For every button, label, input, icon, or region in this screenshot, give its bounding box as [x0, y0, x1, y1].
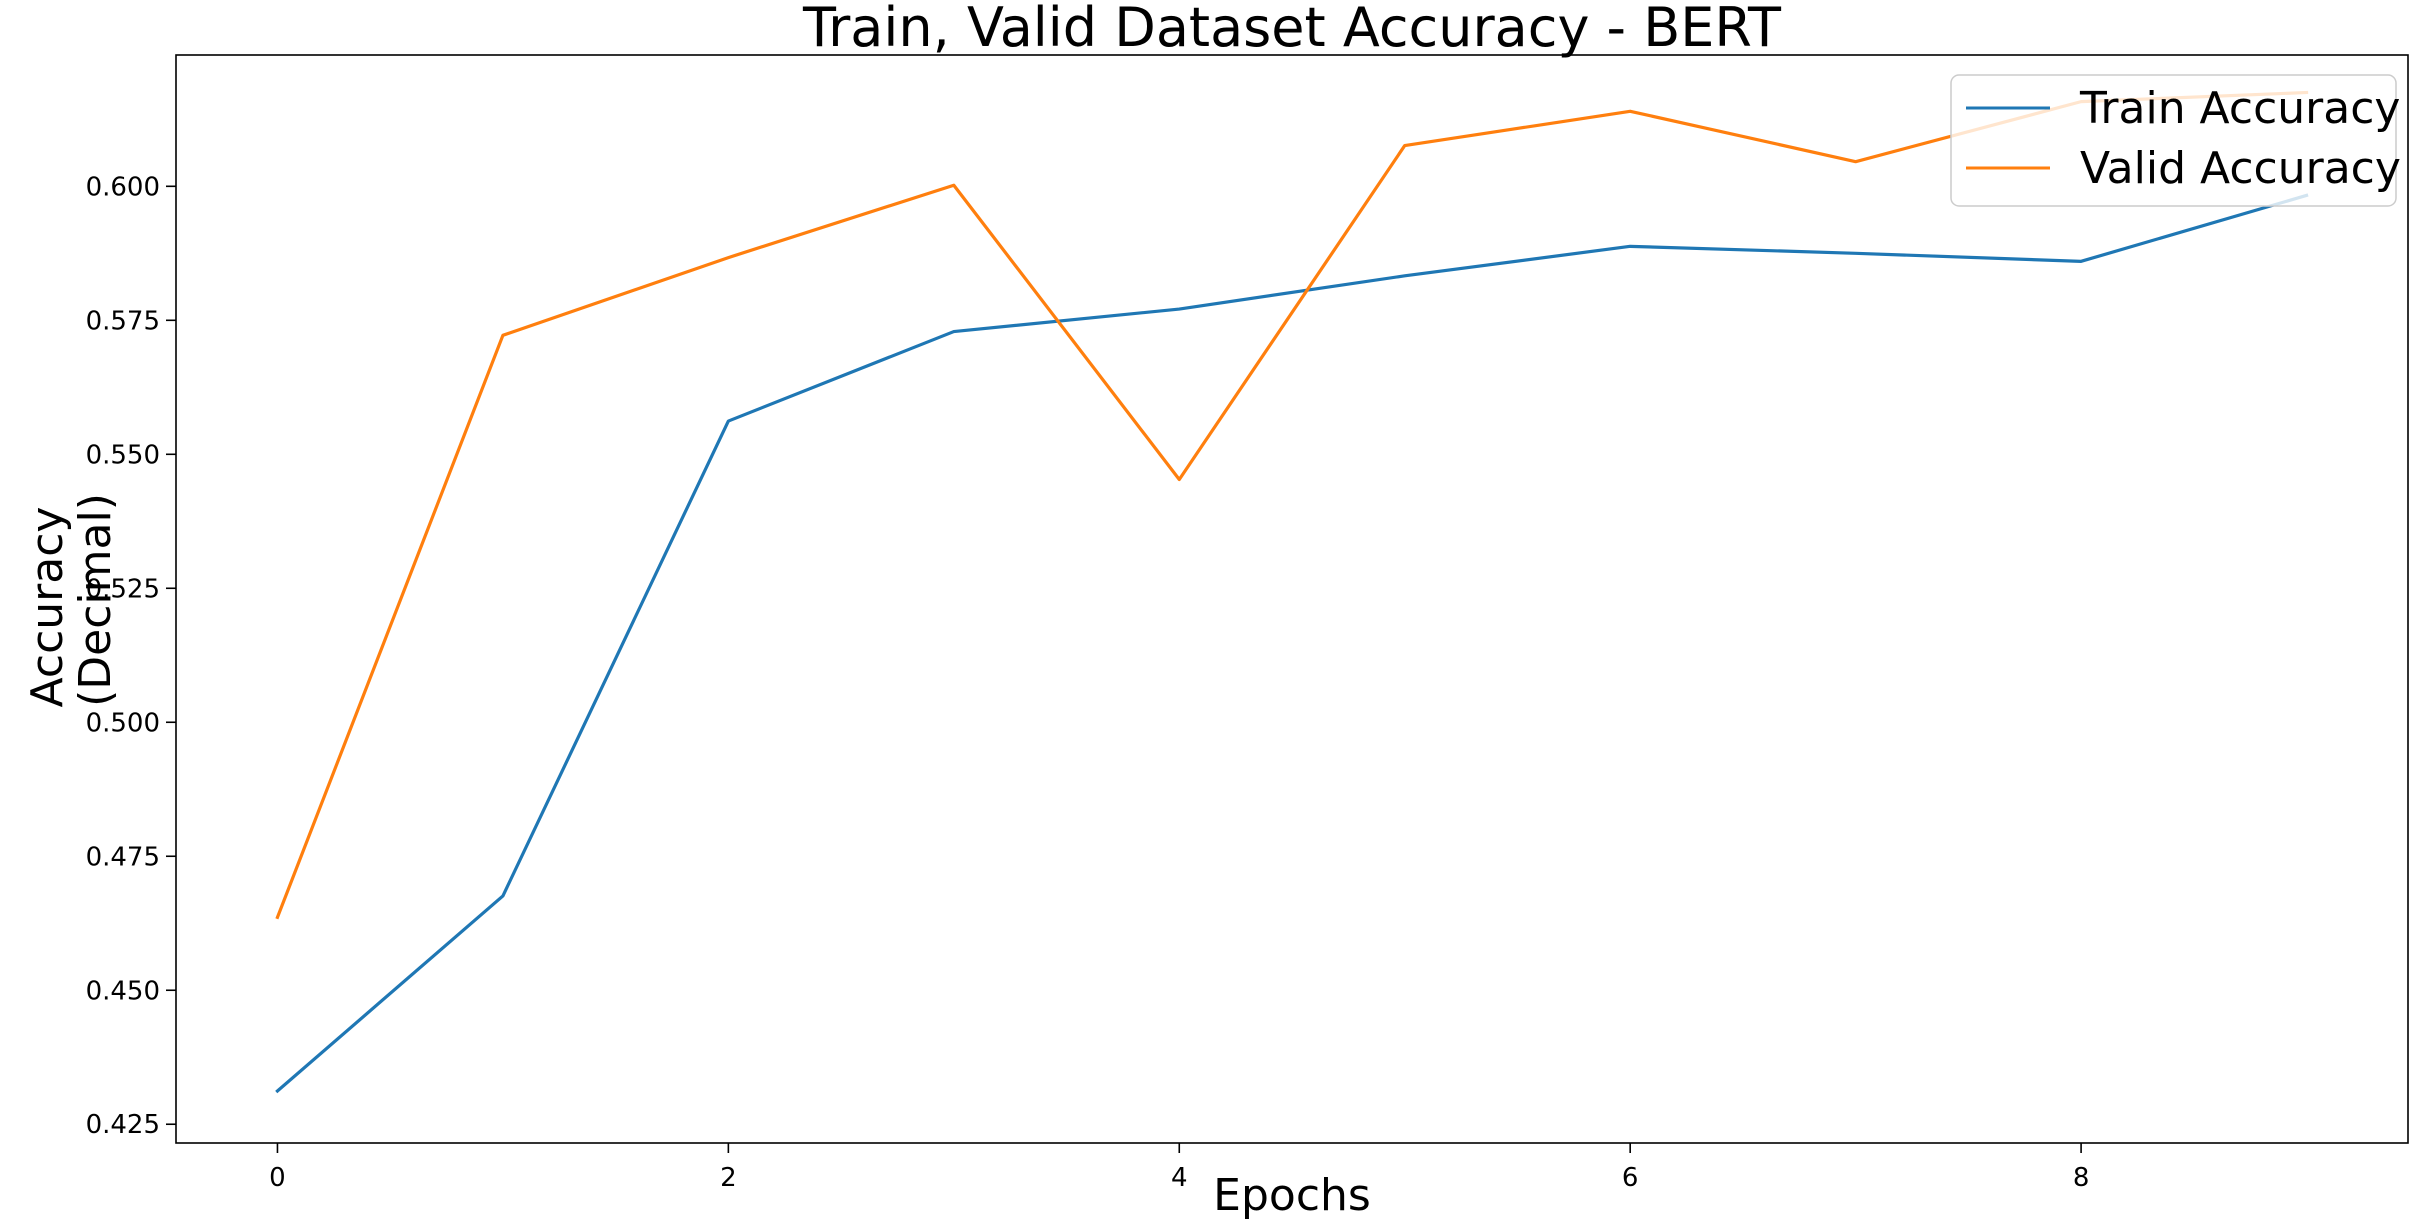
- plot-area: [175, 54, 2409, 1144]
- x-tick-label: 6: [1622, 1163, 1639, 1193]
- legend-box: [1950, 74, 2397, 207]
- x-tick-label: 4: [1171, 1163, 1188, 1193]
- y-axis-title-line-1: Accuracy: [22, 507, 73, 708]
- chart-title: Train, Valid Dataset Accuracy - BERT: [802, 0, 1782, 59]
- y-tick-label: 0.575: [86, 306, 160, 336]
- x-axis-ticks: 0 2 4 6 8: [269, 1143, 2089, 1193]
- x-tick-label: 2: [720, 1163, 737, 1193]
- legend-label-valid-accuracy: Valid Accuracy: [2080, 143, 2401, 194]
- y-tick-label: 0.600: [86, 172, 160, 202]
- y-axis-ticks: 0.425 0.450 0.475 0.500 0.525 0.550 0.575 0.600: [86, 172, 176, 1140]
- y-tick-label: 0.550: [86, 440, 160, 470]
- plot-frame: [175, 54, 2409, 1144]
- y-tick-label: 0.450: [86, 976, 160, 1006]
- y-tick-label: 0.525: [86, 574, 160, 604]
- series-line-valid-accuracy: [275, 90, 2309, 920]
- y-tick-label: 0.425: [86, 1110, 160, 1140]
- legend-label-train-accuracy: Train Accuracy: [2079, 83, 2400, 134]
- y-axis-title: Accuracy (Decimal): [22, 493, 121, 708]
- legend: Train Accuracy Valid Accuracy: [1950, 74, 2401, 207]
- series-line-train-accuracy: [275, 193, 2309, 1094]
- x-tick-label: 0: [269, 1163, 286, 1193]
- x-axis-title: Epochs: [1213, 1170, 1371, 1221]
- y-tick-label: 0.475: [86, 842, 160, 872]
- x-tick-label: 8: [2073, 1163, 2090, 1193]
- y-tick-label: 0.500: [86, 708, 160, 738]
- series-layer: [275, 90, 2309, 1094]
- y-axis-title-line-2: (Decimal): [70, 493, 121, 707]
